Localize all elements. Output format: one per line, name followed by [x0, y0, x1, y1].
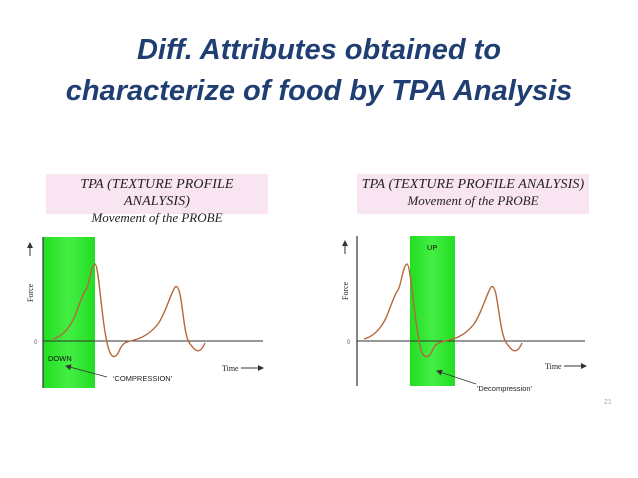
right-force-label: Force — [341, 281, 350, 300]
right-decompression-pointer — [436, 369, 477, 385]
left-phase-label: 'COMPRESSION' — [113, 374, 173, 383]
right-header-line2: Movement of the PROBE — [407, 193, 539, 208]
left-panel-header: TPA (TEXTURE PROFILE ANALYSIS) Movement … — [46, 174, 268, 225]
left-force-curve — [52, 263, 206, 358]
left-down-band — [43, 237, 95, 388]
right-force-curve — [363, 263, 523, 358]
left-header-line1: TPA (TEXTURE PROFILE ANALYSIS) — [80, 177, 234, 209]
right-header-line1: TPA (TEXTURE PROFILE ANALYSIS) — [361, 177, 585, 192]
right-panel-header: TPA (TEXTURE PROFILE ANALYSIS) Movement … — [357, 174, 589, 214]
slide-title: Diff. Attributes obtained to characteriz… — [0, 30, 638, 112]
left-header-line2: Movement of the PROBE — [91, 210, 223, 225]
left-force-label: Force — [26, 283, 35, 302]
left-zero-label: 0 — [34, 340, 38, 346]
left-band-label: DOWN — [48, 354, 72, 363]
right-up-band — [410, 236, 455, 386]
right-band-label: UP — [427, 243, 437, 252]
slide-title-line2: characterize of food by TPA Analysis — [65, 75, 573, 107]
right-time-label: Time — [545, 362, 562, 371]
right-panel: UP Force 0 Time 'Decompression' — [341, 236, 587, 393]
left-compression-pointer — [65, 364, 108, 378]
right-phase-label: 'Decompression' — [477, 384, 533, 393]
slide-title-line1: Diff. Attributes obtained to — [136, 34, 502, 66]
right-zero-label: 0 — [347, 340, 351, 346]
left-panel: DOWN Force 0 Time 'COMPRESSION' — [26, 237, 264, 388]
page-number: 21 — [604, 399, 612, 406]
left-time-label: Time — [222, 364, 239, 373]
